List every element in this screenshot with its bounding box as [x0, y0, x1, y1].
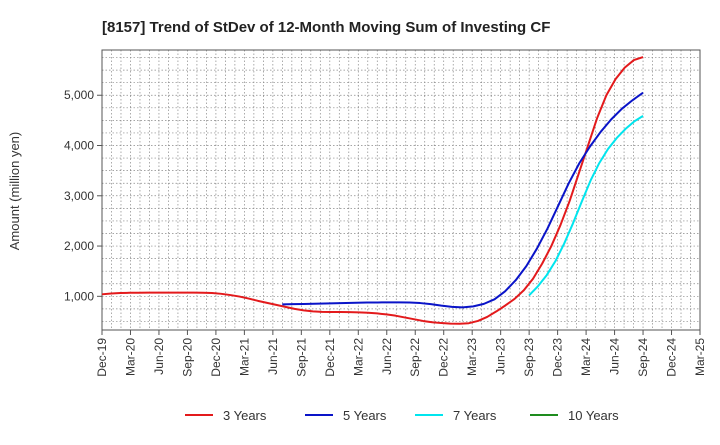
x-tick-label: Jun-21: [266, 338, 280, 375]
x-tick-label: Dec-19: [95, 338, 109, 377]
plot-frame: [101, 49, 701, 331]
x-tick-label: Mar-23: [465, 338, 479, 376]
y-tick-label: 3,000: [64, 189, 94, 203]
series-line-7-years: [528, 115, 644, 297]
series-line-5-years: [282, 91, 644, 309]
x-tick-label: Sep-24: [636, 338, 650, 377]
x-tick-label: Dec-22: [437, 338, 451, 377]
plot-background: [102, 50, 700, 330]
x-tick-label: Sep-21: [294, 338, 308, 377]
y-tick-label: 4,000: [64, 139, 94, 153]
legend-label: 5 Years: [343, 408, 387, 423]
series-line-3-years: [101, 56, 644, 325]
x-tick-label: Mar-21: [237, 338, 251, 376]
x-tick-label: Sep-22: [408, 338, 422, 377]
x-tick-label: Sep-20: [180, 338, 194, 377]
y-tick-label: 1,000: [64, 289, 94, 303]
x-tick-label: Dec-21: [323, 338, 337, 377]
x-tick-label: Dec-20: [209, 338, 223, 377]
chart-title: [8157] Trend of StDev of 12-Month Moving…: [102, 19, 550, 36]
x-tick-label: Mar-25: [693, 338, 707, 376]
x-tick-label: Sep-23: [522, 338, 536, 377]
legend-label: 10 Years: [568, 408, 619, 423]
x-tick-label: Dec-24: [665, 338, 679, 377]
x-tick-label: Mar-20: [123, 338, 137, 376]
y-tick-label: 5,000: [64, 88, 94, 102]
y-tick-label: 2,000: [64, 239, 94, 253]
legend: 3 Years 5 Years 7 Years 10 Years: [185, 408, 619, 423]
x-tick-label: Dec-23: [551, 338, 565, 377]
x-tick-label: Mar-22: [351, 338, 365, 376]
x-tick-label: Jun-22: [380, 338, 394, 375]
legend-label: 3 Years: [223, 408, 267, 423]
x-tick-label: Jun-23: [494, 338, 508, 375]
x-tick-label: Jun-24: [608, 338, 622, 375]
x-tick-label: Mar-24: [579, 338, 593, 376]
legend-label: 7 Years: [453, 408, 497, 423]
x-tick-label: Jun-20: [152, 338, 166, 375]
plot-area: 1,000 2,000 3,000 4,000 5,000 Dec-19 Mar-20 Jun…: [64, 49, 707, 377]
y-axis-label: Amount (million yen): [7, 132, 22, 251]
